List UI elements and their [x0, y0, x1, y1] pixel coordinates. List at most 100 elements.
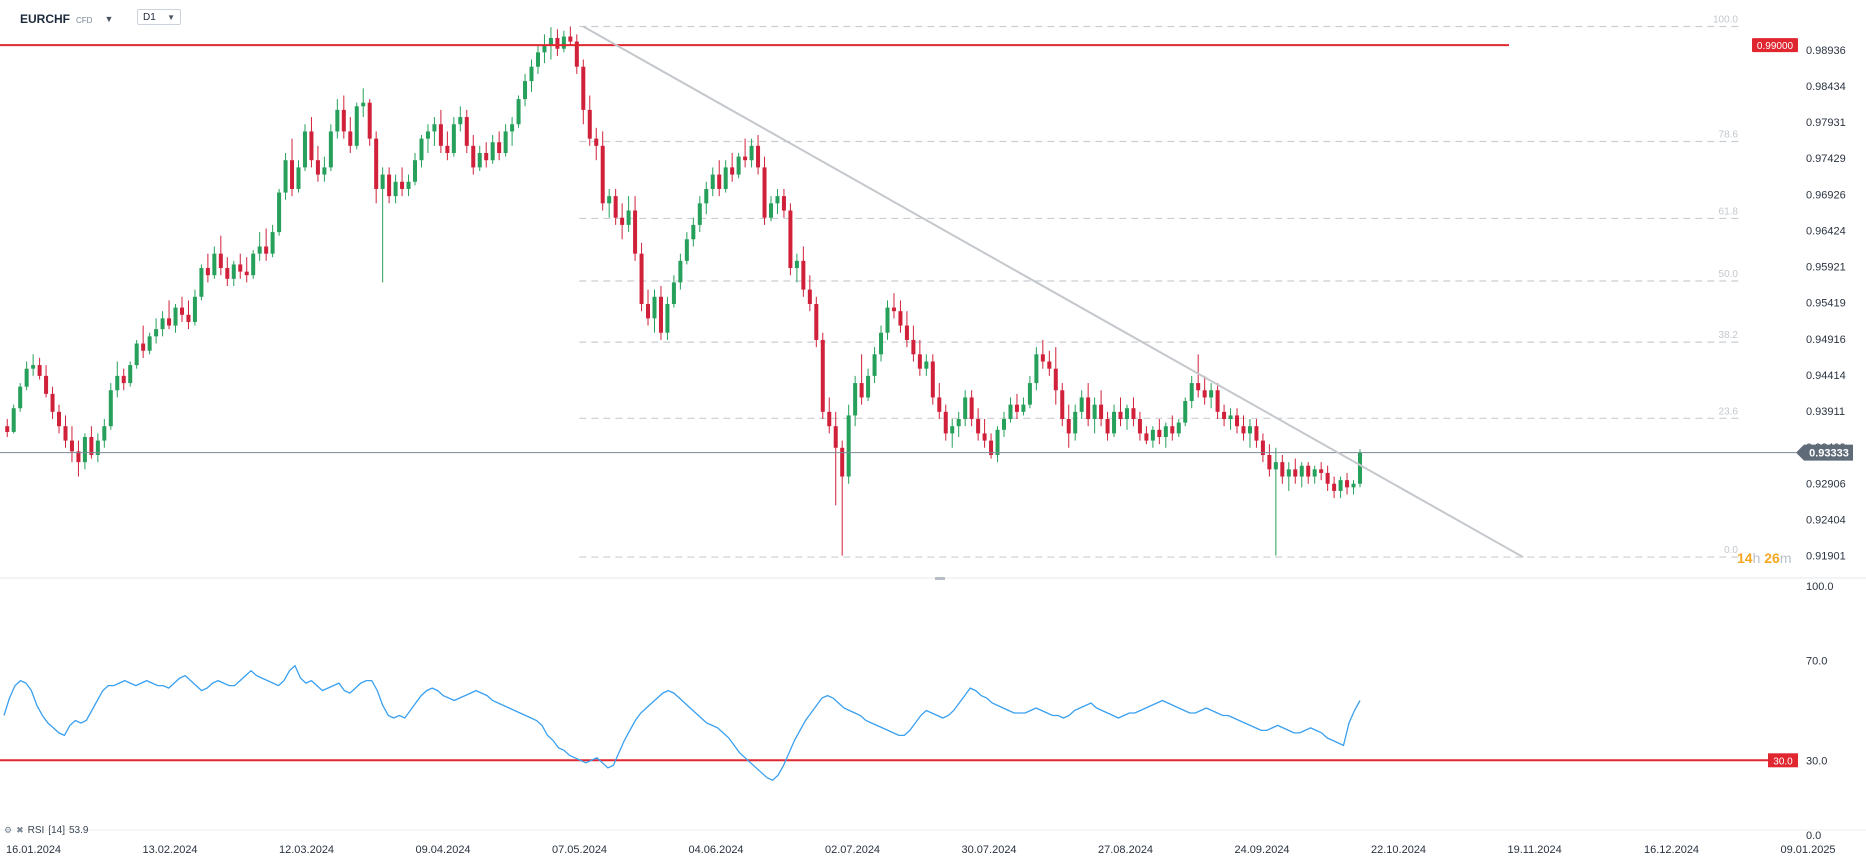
candle-body — [976, 419, 981, 434]
candle-body — [1053, 368, 1058, 391]
candle-body — [1267, 454, 1272, 470]
price-tick-label: 0.96926 — [1806, 189, 1846, 201]
candle — [497, 131, 502, 161]
candle — [1286, 462, 1291, 491]
candle-body — [82, 436, 87, 463]
candle-body — [1215, 390, 1220, 412]
candle-body — [1170, 426, 1175, 434]
candle — [205, 253, 210, 283]
candle — [684, 232, 689, 265]
price-tick-label: 0.93911 — [1806, 406, 1845, 418]
fib-level-label: 38.2 — [1719, 330, 1739, 341]
candle — [1008, 397, 1013, 423]
candle — [374, 131, 379, 204]
candle — [413, 153, 418, 186]
pane-resize-handle[interactable] — [935, 577, 945, 580]
fib-level-label: 100.0 — [1713, 14, 1738, 25]
candle-body — [697, 203, 702, 225]
candle-body — [639, 253, 644, 304]
candle — [387, 167, 392, 204]
candle — [1105, 411, 1110, 441]
candle-body — [574, 41, 579, 67]
candle — [44, 365, 49, 398]
candle — [89, 426, 94, 459]
candle — [691, 217, 696, 247]
candle-countdown: 14h 26m — [1737, 550, 1792, 566]
price-tick-label: 0.92404 — [1806, 514, 1846, 526]
candle-body — [671, 282, 676, 304]
candle — [264, 228, 269, 261]
candle-body — [1137, 419, 1142, 434]
candle-body — [432, 124, 437, 132]
candle-body — [956, 419, 961, 427]
candle — [1112, 404, 1117, 437]
candle — [1306, 462, 1311, 484]
candle-body — [451, 124, 456, 154]
candle-body — [24, 368, 29, 387]
candle-body — [723, 167, 728, 189]
candle-body — [192, 296, 197, 322]
candle-body — [510, 124, 515, 132]
candle-body — [134, 343, 139, 366]
candle-body — [807, 289, 812, 304]
candle — [523, 73, 528, 107]
candle-body — [1273, 462, 1278, 470]
candle-body — [464, 117, 469, 146]
candle-body — [1260, 440, 1265, 455]
indicator-settings-icon[interactable]: ⚙ — [4, 825, 13, 835]
candle-body — [1357, 452, 1363, 484]
candle-body — [872, 354, 877, 376]
rsi-tick-label: 0.0 — [1806, 830, 1821, 842]
candle-body — [173, 307, 178, 326]
symbol-name[interactable]: EURCHF — [20, 12, 70, 26]
symbol-dropdown-icon[interactable]: ▼ — [104, 14, 114, 24]
timeframe-select[interactable]: D1 ▼ — [137, 9, 181, 25]
candle — [121, 368, 126, 391]
candle — [665, 296, 670, 340]
candle-body — [1325, 472, 1330, 484]
candle-body — [1228, 415, 1233, 420]
candle — [57, 404, 62, 434]
candle — [277, 188, 282, 236]
candle — [484, 142, 489, 168]
candle — [393, 174, 398, 204]
candle — [1124, 404, 1129, 430]
candle — [471, 135, 476, 175]
candle — [853, 375, 858, 427]
candle — [574, 34, 579, 74]
candle-body — [413, 160, 418, 182]
candle — [620, 203, 625, 240]
candle-body — [587, 109, 592, 139]
candle-body — [1280, 462, 1285, 477]
candle — [956, 411, 961, 437]
price-tick-label: 0.91901 — [1806, 551, 1846, 563]
candle — [361, 88, 366, 118]
rsi-tick-label: 70.0 — [1806, 656, 1827, 668]
candle-body — [788, 210, 793, 269]
close-icon[interactable]: ✖ — [16, 825, 24, 835]
candle-body — [904, 325, 909, 340]
candle-body — [1060, 390, 1065, 420]
candle — [31, 354, 36, 376]
candle — [866, 368, 871, 402]
candle-body — [781, 196, 786, 211]
price-tick-label: 0.96424 — [1806, 225, 1846, 237]
candle-body — [710, 174, 715, 189]
rsi-tick-label: 30.0 — [1806, 755, 1827, 767]
candle-body — [218, 253, 223, 269]
candle-body — [251, 253, 256, 276]
candle — [37, 357, 42, 380]
candle-body — [361, 102, 366, 107]
candle — [1351, 480, 1356, 495]
candle-body — [1254, 426, 1259, 441]
price-tick-label: 0.97429 — [1806, 153, 1846, 165]
candle-body — [354, 106, 359, 146]
candle — [594, 127, 599, 161]
candle — [1002, 411, 1007, 437]
candle — [1163, 422, 1168, 448]
candle — [1235, 408, 1240, 434]
candle — [788, 203, 793, 276]
candle-body — [1351, 483, 1356, 488]
candle-body — [1286, 469, 1291, 477]
